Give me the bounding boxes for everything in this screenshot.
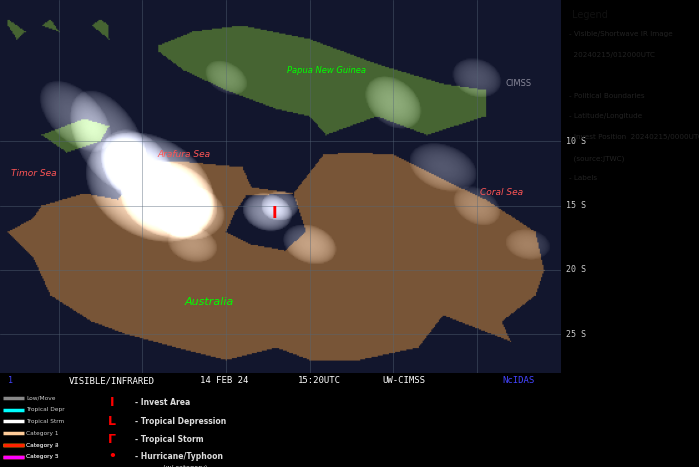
Text: Tropical Strm: Tropical Strm: [27, 419, 64, 424]
Text: Legend: Legend: [572, 10, 607, 20]
Text: 15 S: 15 S: [566, 201, 586, 210]
Text: Γ: Γ: [108, 433, 116, 446]
Text: 1: 1: [8, 376, 13, 385]
Text: - Hurricane/Typhoon: - Hurricane/Typhoon: [134, 452, 222, 460]
Text: Category 5: Category 5: [27, 454, 59, 460]
Text: - Invest Area: - Invest Area: [134, 398, 190, 407]
Text: Category 3: Category 3: [27, 454, 59, 460]
Text: I: I: [272, 206, 278, 221]
Text: - Political Boundaries: - Political Boundaries: [569, 93, 644, 99]
Text: Tropical Depr: Tropical Depr: [27, 407, 65, 412]
Text: 15:20UTC: 15:20UTC: [298, 376, 341, 385]
Text: Arafura Sea: Arafura Sea: [157, 150, 210, 159]
Text: (source:JTWC): (source:JTWC): [569, 156, 624, 162]
Text: Darwin: Darwin: [142, 169, 169, 178]
Text: Category 1: Category 1: [27, 431, 59, 436]
Text: Papua New Guinea: Papua New Guinea: [287, 66, 366, 75]
Text: Australia: Australia: [185, 297, 234, 307]
Text: - Invest Position  20240215/0000UTC: - Invest Position 20240215/0000UTC: [569, 134, 699, 140]
Text: - Latitude/Longitude: - Latitude/Longitude: [569, 113, 642, 119]
Text: 20240215/012000UTC: 20240215/012000UTC: [569, 52, 655, 58]
Text: Category 2: Category 2: [27, 443, 59, 447]
Text: 25 S: 25 S: [566, 330, 586, 339]
Text: 14 FEB 24: 14 FEB 24: [200, 376, 248, 385]
Text: - Tropical Depression: - Tropical Depression: [134, 417, 226, 426]
Text: I: I: [110, 396, 115, 409]
Text: L: L: [108, 415, 116, 428]
Text: Coral Sea: Coral Sea: [480, 188, 524, 197]
Text: 20 S: 20 S: [566, 265, 586, 274]
Text: - Visible/Shortwave IR Image: - Visible/Shortwave IR Image: [569, 31, 672, 37]
Text: 10 S: 10 S: [566, 137, 586, 146]
Text: - Labels: - Labels: [569, 175, 597, 181]
Text: - Tropical Storm: - Tropical Storm: [134, 435, 203, 444]
Text: VISIBLE/INFRARED: VISIBLE/INFRARED: [69, 376, 155, 385]
Text: UW-CIMSS: UW-CIMSS: [382, 376, 425, 385]
Text: NcIDAS: NcIDAS: [503, 376, 535, 385]
Text: Low/Move: Low/Move: [27, 396, 56, 401]
Text: CIMSS: CIMSS: [505, 79, 532, 88]
Text: •: •: [108, 450, 116, 462]
Text: Timor Sea: Timor Sea: [10, 169, 57, 178]
Text: (w/ category): (w/ category): [163, 465, 207, 467]
Text: Category 4: Category 4: [27, 443, 59, 447]
